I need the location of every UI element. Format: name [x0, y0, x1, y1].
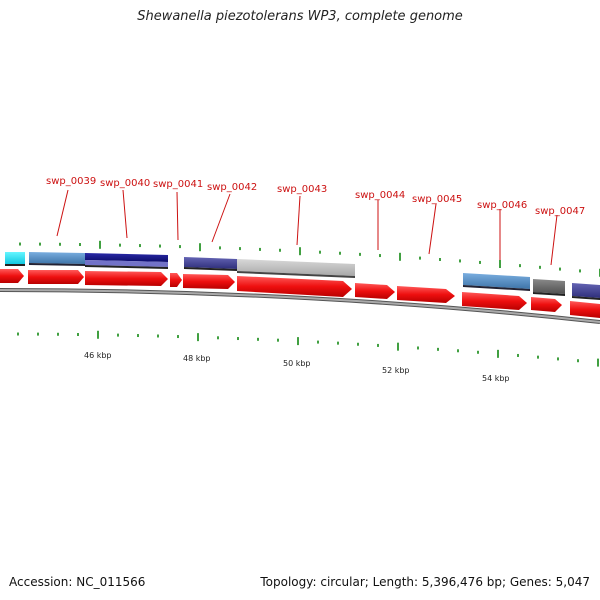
forward-strand-genes — [0, 269, 600, 318]
lower-tick-row — [17, 330, 599, 367]
leader-line-swp-0042 — [211, 193, 231, 243]
forward-gene-arrow[interactable] — [531, 297, 562, 312]
gene-label-swp-0040[interactable]: swp_0040 — [100, 178, 150, 189]
scale-label-52kbp: 52 kbp — [382, 366, 410, 375]
gene-block-swp-0043[interactable] — [237, 259, 355, 278]
forward-gene-arrow[interactable] — [237, 276, 352, 297]
leader-line-swp-0045 — [428, 203, 437, 255]
reverse-strand-genes — [5, 252, 600, 300]
scale-labels: 46 kbp 48 kbp 50 kbp 52 kbp 54 kbp — [84, 351, 510, 383]
gene-block-swp-0046[interactable] — [463, 273, 530, 291]
leader-line-swp-0043 — [296, 195, 301, 246]
gene-block-swp-0040[interactable] — [85, 253, 168, 269]
gene-label-swp-0047[interactable]: swp_0047 — [535, 206, 585, 217]
forward-gene-arrow[interactable] — [85, 271, 168, 286]
gene-label-swp-0043[interactable]: swp_0043 — [277, 184, 327, 195]
gene-label-swp-0044[interactable]: swp_0044 — [355, 190, 405, 201]
gene-labels: swp_0039 swp_0040 swp_0041 swp_0042 swp_… — [46, 176, 585, 266]
gene-label-swp-0042[interactable]: swp_0042 — [207, 182, 257, 193]
gene-block-swp-0039[interactable] — [29, 252, 85, 266]
backbone-arc — [0, 288, 600, 324]
accession-label: Accession: NC_011566 — [9, 575, 146, 589]
leader-line-swp-0040 — [122, 189, 128, 239]
forward-gene-arrow[interactable] — [355, 283, 395, 299]
gene-block-swp-0047[interactable] — [533, 279, 565, 296]
leader-line-swp-0041 — [176, 191, 179, 241]
forward-gene-arrow[interactable] — [170, 273, 182, 287]
gene-label-swp-0041[interactable]: swp_0041 — [153, 179, 203, 190]
forward-gene-arrow[interactable] — [397, 286, 455, 303]
forward-gene-arrow[interactable] — [183, 274, 235, 289]
scale-label-50kbp: 50 kbp — [283, 359, 311, 368]
genome-summary: Topology: circular; Length: 5,396,476 bp… — [260, 575, 590, 589]
gene-label-swp-0045[interactable]: swp_0045 — [412, 194, 462, 205]
forward-gene-arrow[interactable] — [462, 292, 527, 310]
gene-block-edge-right[interactable] — [572, 283, 600, 300]
forward-gene-arrow[interactable] — [28, 270, 84, 284]
leader-line-swp-0039 — [56, 189, 69, 237]
forward-gene-arrow[interactable] — [0, 269, 24, 283]
forward-gene-arrow[interactable] — [570, 301, 600, 318]
scale-label-46kbp: 46 kbp — [84, 351, 112, 360]
gene-block-swp-0042[interactable] — [184, 257, 237, 271]
gene-label-swp-0039[interactable]: swp_0039 — [46, 176, 96, 187]
scale-label-48kbp: 48 kbp — [183, 354, 211, 363]
gene-block-cyan[interactable] — [5, 252, 25, 266]
gene-label-swp-0046[interactable]: swp_0046 — [477, 200, 527, 211]
map-title: Shewanella piezotolerans WP3, complete g… — [137, 9, 463, 24]
leader-line-swp-0047 — [550, 214, 558, 266]
upper-tick-row — [19, 240, 600, 277]
scale-label-54kbp: 54 kbp — [482, 374, 510, 383]
